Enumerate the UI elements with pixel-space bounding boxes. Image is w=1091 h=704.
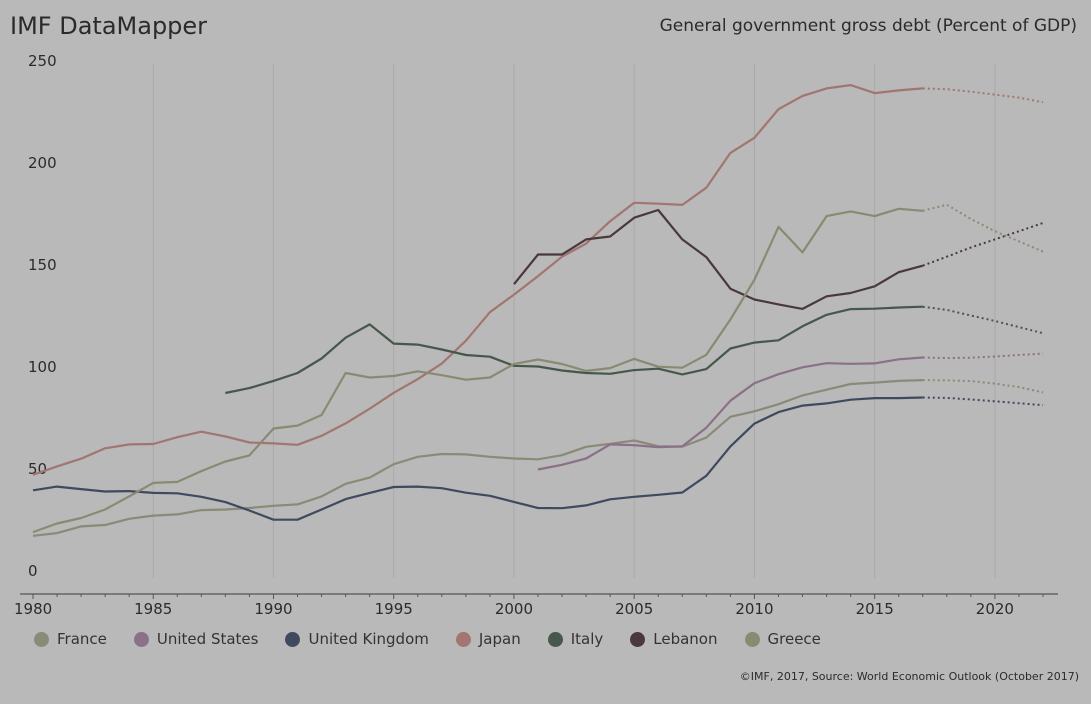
legend-label: Italy [570, 630, 604, 648]
y-tick-label: 50 [28, 460, 47, 478]
y-tick-label: 250 [28, 52, 57, 70]
x-tick-label: 2000 [495, 600, 533, 618]
x-tick-label: 1990 [254, 600, 292, 618]
legend-swatch [34, 631, 49, 647]
legend-label: Lebanon [653, 630, 718, 648]
series-projection [922, 396, 1044, 407]
legend-item[interactable]: United States [128, 630, 259, 648]
series-line [32, 207, 923, 534]
x-axis: 1980 1985 1990 1995 2000 2005 2010 2015 2020 [14, 593, 1058, 618]
series-france [32, 379, 1044, 537]
legend-swatch [547, 631, 563, 647]
series-projection [922, 305, 1044, 335]
legend-label: United Kingdom [308, 630, 429, 648]
legend-label: United States [156, 630, 259, 648]
series-line [32, 83, 923, 476]
legend-item[interactable]: Greece [739, 630, 821, 648]
series-japan [32, 83, 1044, 476]
legend-item[interactable]: France [28, 630, 107, 648]
y-tick-label: 150 [28, 256, 57, 274]
gridlines [152, 64, 996, 578]
legend-swatch [285, 631, 301, 647]
series-projection [922, 379, 1044, 394]
series-lebanon [513, 208, 1044, 310]
y-tick-label: 0 [28, 562, 38, 580]
series-projection [922, 203, 1044, 253]
y-axis: 0 50 100 150 200 250 [28, 52, 57, 580]
x-tick-label: 1995 [375, 600, 413, 618]
series-lines [32, 83, 1044, 537]
series-united-states [537, 352, 1044, 471]
series-projection [922, 352, 1044, 360]
series-line [32, 396, 923, 521]
legend-swatch [455, 631, 471, 647]
series-projection [922, 87, 1044, 104]
x-tick-label: 1985 [134, 600, 172, 618]
x-tick-label: 1980 [14, 600, 52, 618]
legend-item[interactable]: Italy [542, 630, 604, 648]
legend-item[interactable]: Japan [450, 630, 521, 648]
brand-title: IMF DataMapper [10, 12, 208, 40]
legend-swatch [630, 631, 646, 647]
legend-swatch [133, 631, 149, 647]
x-tick-label: 2015 [856, 600, 894, 618]
legend-item[interactable]: United Kingdom [279, 630, 429, 648]
series-italy [225, 305, 1044, 395]
x-tick-label: 2005 [615, 600, 653, 618]
series-united-kingdom [32, 396, 1044, 521]
legend: France United States United Kingdom Japan It… [28, 630, 842, 648]
y-tick-label: 200 [28, 154, 57, 172]
series-line [513, 208, 924, 310]
series-line [32, 379, 923, 537]
legend-item[interactable]: Lebanon [624, 630, 718, 648]
series-line [225, 305, 923, 395]
legend-label: Japan [478, 630, 521, 648]
series-greece [32, 203, 1044, 534]
legend-label: France [57, 630, 107, 648]
x-tick-label: 2010 [735, 600, 773, 618]
chart-title: General government gross debt (Percent o… [659, 16, 1077, 36]
series-projection [922, 222, 1044, 267]
y-tick-label: 100 [28, 358, 57, 376]
legend-swatch [744, 631, 760, 647]
x-tick-label: 2020 [976, 600, 1014, 618]
source-note: ©IMF, 2017, Source: World Economic Outlo… [739, 670, 1079, 683]
legend-label: Greece [767, 630, 821, 648]
series-line [537, 356, 923, 471]
